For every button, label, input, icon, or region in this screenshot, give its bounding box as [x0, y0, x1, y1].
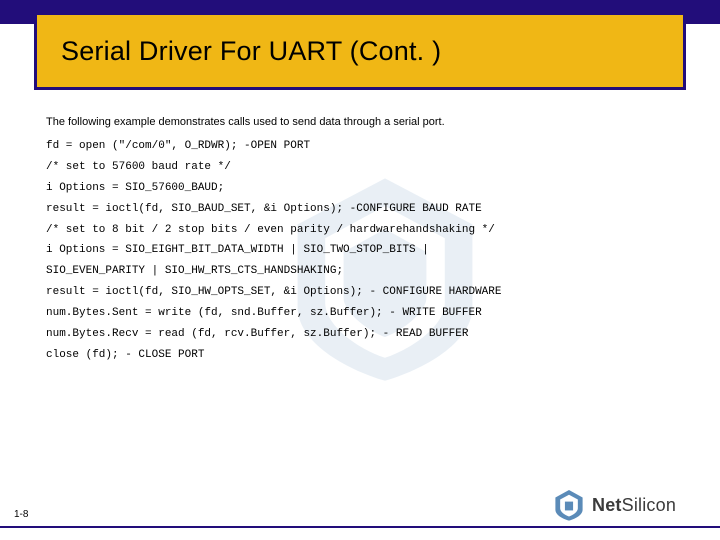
- slide: Serial Driver For UART (Cont. ) The foll…: [0, 0, 720, 540]
- intro-text: The following example demonstrates calls…: [46, 116, 445, 128]
- code-line: i Options = SIO_57600_BAUD;: [46, 178, 686, 199]
- code-line: SIO_EVEN_PARITY | SIO_HW_RTS_CTS_HANDSHA…: [46, 261, 686, 282]
- page-number: 1-8: [14, 509, 28, 520]
- title-box: Serial Driver For UART (Cont. ): [34, 12, 686, 90]
- slide-title: Serial Driver For UART (Cont. ): [61, 36, 441, 67]
- logo-silicon: Silicon: [622, 495, 676, 516]
- code-line: fd = open ("/com/0", O_RDWR); -OPEN PORT: [46, 136, 686, 157]
- logo-text: NetSilicon: [592, 495, 676, 516]
- logo-net: Net: [592, 495, 622, 516]
- code-line: result = ioctl(fd, SIO_BAUD_SET, &i Opti…: [46, 199, 686, 220]
- footer-logo: NetSilicon: [552, 488, 692, 522]
- code-block: fd = open ("/com/0", O_RDWR); -OPEN PORT…: [46, 136, 686, 366]
- code-line: /* set to 8 bit / 2 stop bits / even par…: [46, 220, 686, 241]
- code-line: /* set to 57600 baud rate */: [46, 157, 686, 178]
- code-line: i Options = SIO_EIGHT_BIT_DATA_WIDTH | S…: [46, 240, 686, 261]
- logo-mark-icon: [552, 488, 586, 522]
- code-line: num.Bytes.Recv = read (fd, rcv.Buffer, s…: [46, 324, 686, 345]
- code-line: num.Bytes.Sent = write (fd, snd.Buffer, …: [46, 303, 686, 324]
- footer-rule: [0, 526, 720, 528]
- code-line: close (fd); - CLOSE PORT: [46, 345, 686, 366]
- code-line: result = ioctl(fd, SIO_HW_OPTS_SET, &i O…: [46, 282, 686, 303]
